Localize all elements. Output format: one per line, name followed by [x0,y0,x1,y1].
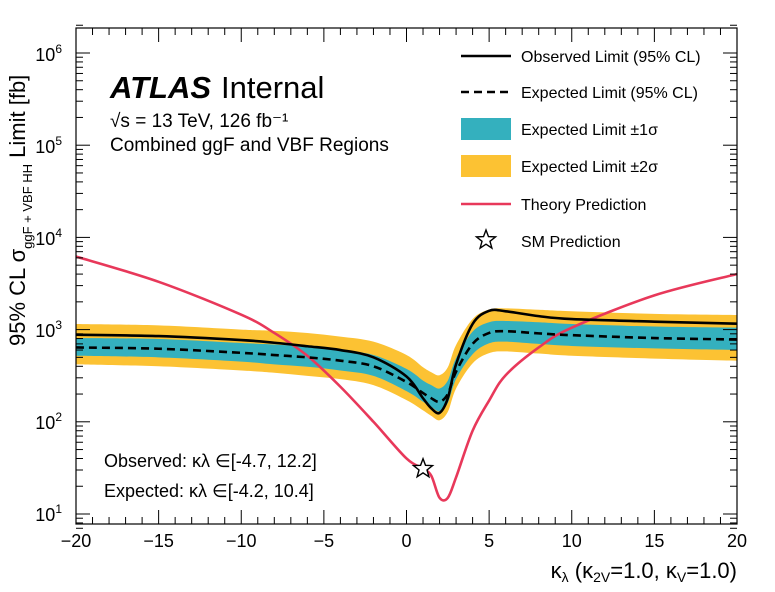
y-tick-label: 104 [35,226,62,249]
svg-text:95% CL σggF + VBF HH Limit [fb: 95% CL σggF + VBF HH Limit [fb] [5,75,35,346]
observed-limit-line [76,308,737,415]
x-tick-label: 15 [644,531,664,551]
atlas-label: ATLAS Internal [109,70,324,105]
legend-2sigma-swatch [461,155,511,177]
x-axis-tick-labels: −20 −15 −10 −5 0 5 10 15 20 [61,531,747,551]
expected-2sigma-band [76,308,737,421]
legend-2sigma-label: Expected Limit ±2σ [521,159,658,176]
expected-limit-line [76,329,737,404]
y-axis-tick-labels: 101 102 103 104 105 106 [35,42,62,525]
legend-1sigma-swatch [461,118,511,140]
y-axis-title-main: 95% CL σ [5,248,30,346]
y-tick-label: 105 [35,134,62,157]
x-tick-label: 0 [401,531,411,551]
x-axis-title: κλ (κ2V=1.0, κV=1.0) [551,558,737,585]
y-tick-label: 103 [35,318,62,341]
expected-1sigma-band [76,320,737,412]
x-tick-label: −10 [226,531,257,551]
y-axis-title-sub: ggF + VBF HH [20,164,35,249]
legend-theory-label: Theory Prediction [521,197,646,214]
x-tick-label: 5 [484,531,494,551]
x-tick-label: −20 [61,531,92,551]
legend-expected-label: Expected Limit (95% CL) [521,85,698,102]
y-axis-ticks [76,24,737,529]
x-tick-label: −5 [314,531,335,551]
legend: Observed Limit (95% CL) Expected Limit (… [461,49,701,251]
expected-range-label: Expected: κλ ∈[-4.2, 10.4] [104,481,314,501]
x-tick-label: −15 [143,531,174,551]
sm-prediction-star-icon [411,456,435,479]
x-axis-ticks [75,28,738,524]
legend-sm-label: SM Prediction [521,234,621,251]
legend-observed-label: Observed Limit (95% CL) [521,49,701,66]
y-axis-title: 95% CL σggF + VBF HH Limit [fb] [5,75,35,346]
y-tick-label: 101 [35,502,62,525]
x-tick-label: 20 [727,531,747,551]
theory-prediction-line [76,255,737,502]
x-tick-label: 10 [562,531,582,551]
observed-range-label: Observed: κλ ∈[-4.7, 12.2] [104,451,317,471]
legend-1sigma-label: Expected Limit ±1σ [521,122,658,139]
energy-lumi-label: √s = 13 TeV, 126 fb⁻¹ [110,111,288,132]
y-tick-label: 102 [35,410,62,433]
legend-sm-star-icon [474,228,498,250]
region-label: Combined ggF and VBF Regions [110,135,389,156]
y-axis-title-tail: Limit [fb] [5,75,30,164]
y-tick-label: 106 [35,42,62,65]
